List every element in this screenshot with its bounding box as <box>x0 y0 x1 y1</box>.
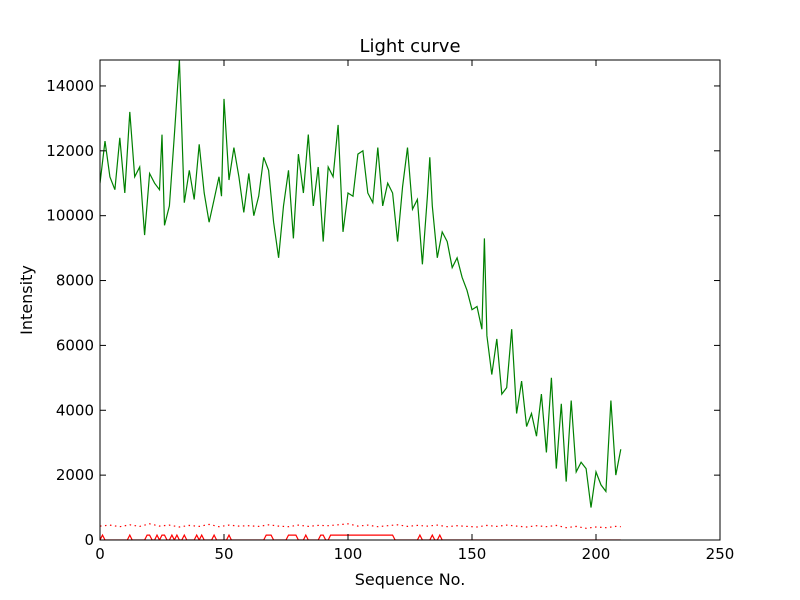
chart-title: Light curve <box>359 36 460 57</box>
x-tick-label: 200 <box>582 545 611 563</box>
plot-background <box>100 60 720 540</box>
series-line-0 <box>100 60 622 508</box>
series-line-1 <box>100 523 621 529</box>
y-axis-label: Intensity <box>17 265 36 335</box>
ticks-layer: 0 50 100 150 200 250 0 2000 4000 6000 8000 10000 120… <box>46 60 734 563</box>
x-axis-label: Sequence No. <box>355 570 466 589</box>
y-tick-label: 14000 <box>46 77 94 95</box>
y-tick-label: 10000 <box>46 207 94 225</box>
x-tick-label: 250 <box>706 545 735 563</box>
y-tick-label: 2000 <box>56 466 94 484</box>
y-tick-label: 0 <box>84 531 94 549</box>
y-tick-label: 8000 <box>56 272 94 290</box>
x-tick-label: 150 <box>458 545 487 563</box>
x-tick-label: 50 <box>214 545 233 563</box>
x-tick-label: 0 <box>95 545 105 563</box>
y-tick-label: 4000 <box>56 401 94 419</box>
series-layer <box>100 60 622 540</box>
x-tick-label: 100 <box>334 545 363 563</box>
plot-frame <box>99 59 721 541</box>
y-tick-label: 12000 <box>46 142 94 160</box>
y-tick-label: 6000 <box>56 336 94 354</box>
